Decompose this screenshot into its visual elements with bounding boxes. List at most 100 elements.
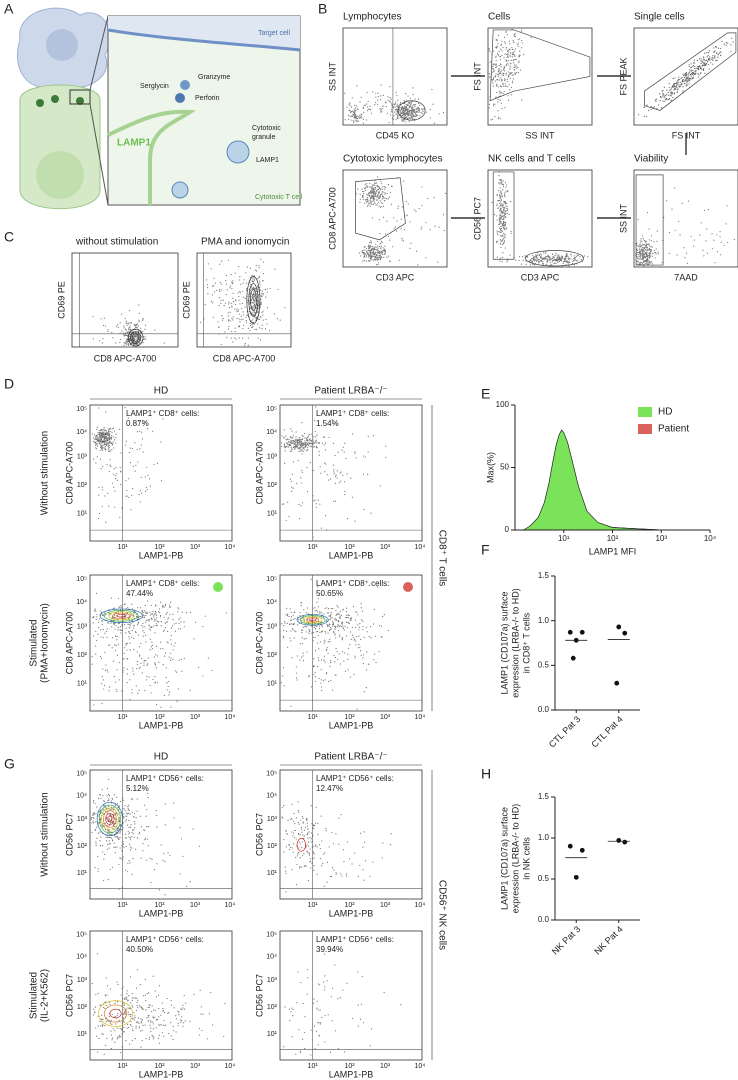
event-dot [326, 672, 328, 674]
event-dot [340, 480, 342, 482]
event-dot [689, 73, 691, 75]
event-dot [515, 64, 517, 66]
event-dot [517, 39, 519, 41]
event-dot [297, 446, 299, 448]
event-dot [298, 450, 300, 453]
event-dot [367, 204, 369, 206]
event-dot [552, 253, 554, 255]
event-dot [650, 235, 653, 237]
event-dot [365, 626, 367, 628]
event-dot [576, 254, 579, 256]
event-dot [642, 261, 644, 263]
event-dot [229, 287, 231, 289]
event-dot [149, 684, 151, 687]
event-dot [490, 119, 492, 121]
event-dot [378, 196, 380, 199]
event-dot [418, 104, 421, 106]
event-dot [340, 471, 342, 473]
event-dot [153, 656, 155, 658]
event-dot [164, 626, 166, 629]
event-dot [502, 74, 504, 77]
event-dot [115, 831, 117, 833]
event-dot [303, 609, 305, 611]
event-dot [557, 261, 559, 263]
event-dot [645, 115, 648, 118]
event-dot [260, 301, 262, 304]
event-dot [176, 700, 178, 702]
event-dot [656, 240, 658, 243]
event-dot [371, 194, 373, 197]
event-dot [505, 85, 507, 87]
event-dot [334, 626, 336, 628]
event-dot [95, 443, 97, 445]
event-dot [367, 249, 369, 252]
event-dot [152, 678, 154, 680]
event-dot [401, 206, 403, 208]
event-dot [688, 77, 690, 80]
event-dot [136, 431, 139, 433]
panel-letter: H [481, 766, 491, 782]
event-dot [706, 56, 708, 58]
event-dot [334, 454, 336, 457]
event-dot [305, 442, 307, 444]
event-dot [574, 255, 576, 257]
event-dot [400, 218, 402, 220]
event-dot [129, 325, 131, 327]
event-dot [109, 813, 111, 816]
event-dot [639, 263, 642, 265]
event-dot [98, 486, 100, 489]
event-dot [501, 50, 503, 52]
event-dot [294, 630, 296, 632]
event-dot [686, 82, 688, 84]
event-dot [378, 191, 381, 193]
event-dot [713, 51, 715, 53]
event-dot [96, 445, 99, 447]
event-dot [648, 239, 650, 241]
event-dot [254, 312, 257, 314]
event-dot [125, 642, 127, 644]
event-dot [380, 245, 383, 247]
event-dot [323, 655, 326, 657]
event-dot [141, 431, 143, 433]
event-dot [497, 240, 499, 242]
event-dot [404, 110, 406, 112]
event-dot [323, 642, 325, 644]
event-dot [239, 276, 241, 278]
event-dot [388, 255, 390, 257]
event-dot [335, 625, 337, 628]
event-dot [557, 257, 559, 259]
event-dot [300, 477, 302, 479]
event-dot [505, 72, 507, 74]
event-dot [336, 605, 338, 607]
event-dot [319, 466, 321, 468]
event-dot [646, 259, 648, 262]
event-dot [126, 338, 128, 340]
event-dot [156, 462, 159, 465]
event-dot [288, 515, 290, 518]
event-dot [344, 493, 346, 496]
gate-percentage: 0.87% [126, 419, 149, 428]
event-dot [366, 103, 368, 105]
event-dot [520, 263, 523, 265]
event-dot [334, 500, 337, 502]
event-dot [500, 77, 502, 79]
event-dot [498, 65, 500, 67]
event-dot [375, 254, 378, 256]
event-dot [138, 833, 140, 835]
event-dot [370, 191, 373, 194]
event-dot [341, 625, 343, 627]
event-dot [290, 611, 292, 613]
event-dot [99, 655, 101, 658]
event-dot [499, 55, 501, 58]
event-dot [231, 330, 233, 333]
event-dot [703, 255, 705, 257]
event-dot [499, 91, 501, 93]
event-dot [110, 442, 113, 444]
event-dot [101, 430, 103, 432]
event-dot [252, 307, 254, 309]
event-dot [414, 98, 416, 100]
event-dot [124, 317, 126, 320]
event-dot [252, 318, 254, 320]
event-dot [408, 117, 410, 119]
event-dot [305, 450, 308, 452]
